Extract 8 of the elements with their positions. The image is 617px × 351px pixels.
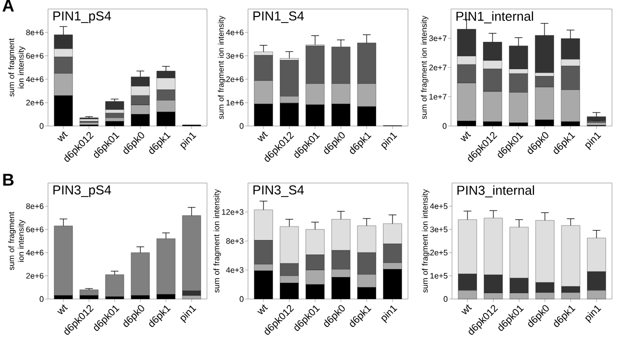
chart-title: PIN3_S4 <box>253 185 304 197</box>
chart-title: PIN1_pS4 <box>53 11 112 24</box>
chart-title: PIN3_pS4 <box>53 185 112 198</box>
text: B <box>3 174 14 186</box>
chart-title: PIN1_S4 <box>253 11 304 23</box>
chart-title: PIN3_internal <box>457 185 534 198</box>
text: A <box>2 0 14 12</box>
chart-title: PIN1_internal <box>456 11 534 24</box>
